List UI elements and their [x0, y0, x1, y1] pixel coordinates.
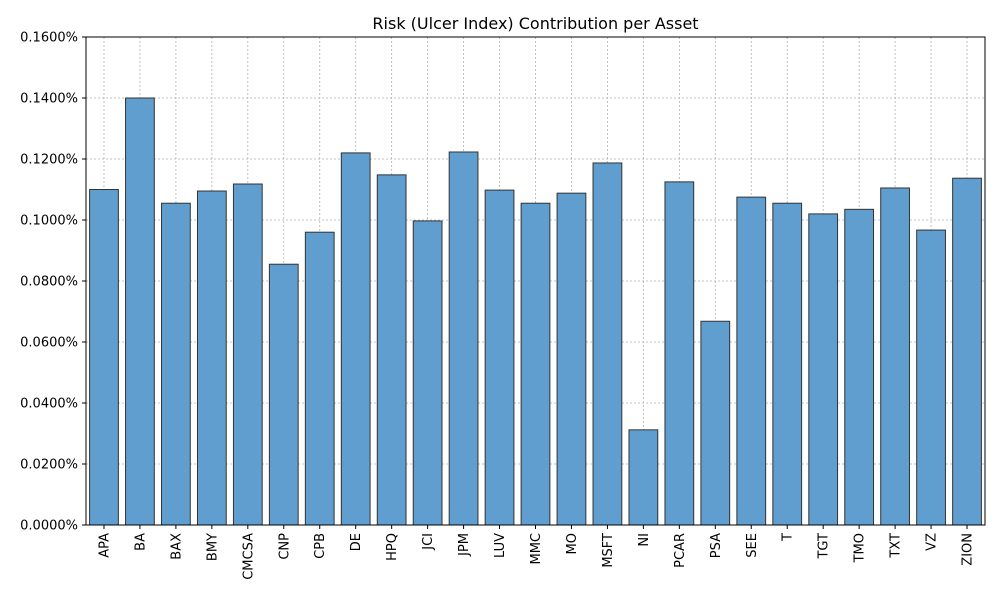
x-tick-label: TGT	[817, 533, 832, 560]
bar-jci	[412, 220, 443, 526]
x-tick-label: TXT	[889, 533, 904, 559]
x-tick-label: CPB	[313, 533, 328, 559]
x-tick-label: MO	[565, 533, 580, 554]
x-tick-label: PCAR	[673, 533, 688, 568]
y-tick-label: 0.0800%	[20, 275, 78, 290]
bar-psa	[700, 320, 731, 526]
bar-de	[340, 152, 371, 526]
bar-luv	[484, 189, 515, 526]
x-tick-label: CNP	[277, 533, 292, 560]
bar-cpb	[304, 231, 335, 526]
y-tick-label: 0.0600%	[20, 336, 78, 351]
bar-mmc	[520, 202, 551, 526]
bar-pcar	[664, 181, 695, 526]
bar-cmcsa	[232, 183, 263, 526]
x-tick-label: TMO	[853, 533, 868, 563]
y-tick-label: 0.1400%	[20, 92, 78, 107]
y-tick-label: 0.1600%	[20, 31, 78, 46]
x-tick-label: DE	[349, 533, 364, 551]
x-tick-label: MSFT	[601, 533, 616, 568]
bar-bax	[161, 202, 191, 526]
bar-hpq	[376, 174, 407, 526]
x-tick-label: ZION	[961, 533, 976, 566]
x-tick-label: BA	[133, 533, 148, 551]
bar-zion	[952, 177, 982, 526]
x-tick-label: BMY	[205, 533, 220, 561]
x-tick-label: JPM	[457, 533, 472, 557]
bar-vz	[916, 229, 946, 526]
x-tick-label: VZ	[925, 533, 940, 551]
bars	[89, 97, 982, 526]
bar-ni	[628, 429, 659, 526]
bar-bmy	[196, 190, 227, 526]
x-tick-label: JCI	[421, 533, 436, 551]
bar-apa	[89, 189, 119, 526]
x-tick-label: T	[781, 533, 796, 542]
chart-title: Risk (Ulcer Index) Contribution per Asse…	[372, 14, 698, 33]
y-tick-label: 0.0400%	[20, 397, 78, 412]
x-tick-label: SEE	[745, 533, 760, 558]
bar-msft	[592, 162, 623, 526]
bar-mo	[556, 192, 587, 526]
y-tick-label: 0.1200%	[20, 153, 78, 168]
y-tick-label: 0.1000%	[20, 214, 78, 229]
x-tick-label: NI	[637, 533, 652, 547]
bar-ba	[125, 97, 155, 526]
y-tick-label: 0.0200%	[20, 458, 78, 473]
y-tick-label: 0.0000%	[20, 519, 78, 534]
bar-tmo	[844, 208, 875, 526]
x-tick-label: APA	[97, 533, 112, 558]
y-axis-ticks: 0.0000% 0.0200% 0.0400% 0.0600% 0.0800% 0.100…	[20, 31, 86, 534]
bar-see	[736, 196, 767, 526]
bar-txt	[880, 187, 910, 526]
x-axis-ticks: APA BA BAX BMY CMCSA CNP CPB DE HPQ JCI JPM LUV MMC M…	[97, 525, 976, 580]
x-tick-label: MMC	[529, 533, 544, 565]
x-tick-label: CMCSA	[241, 533, 256, 580]
x-tick-label: BAX	[169, 533, 184, 560]
x-tick-label: HPQ	[385, 533, 400, 561]
x-tick-label: LUV	[493, 533, 508, 558]
bar-tgt	[808, 213, 839, 526]
bar-jpm	[448, 151, 479, 526]
bar-t	[772, 202, 803, 526]
bar-cnp	[268, 263, 299, 526]
x-tick-label: PSA	[709, 533, 724, 558]
